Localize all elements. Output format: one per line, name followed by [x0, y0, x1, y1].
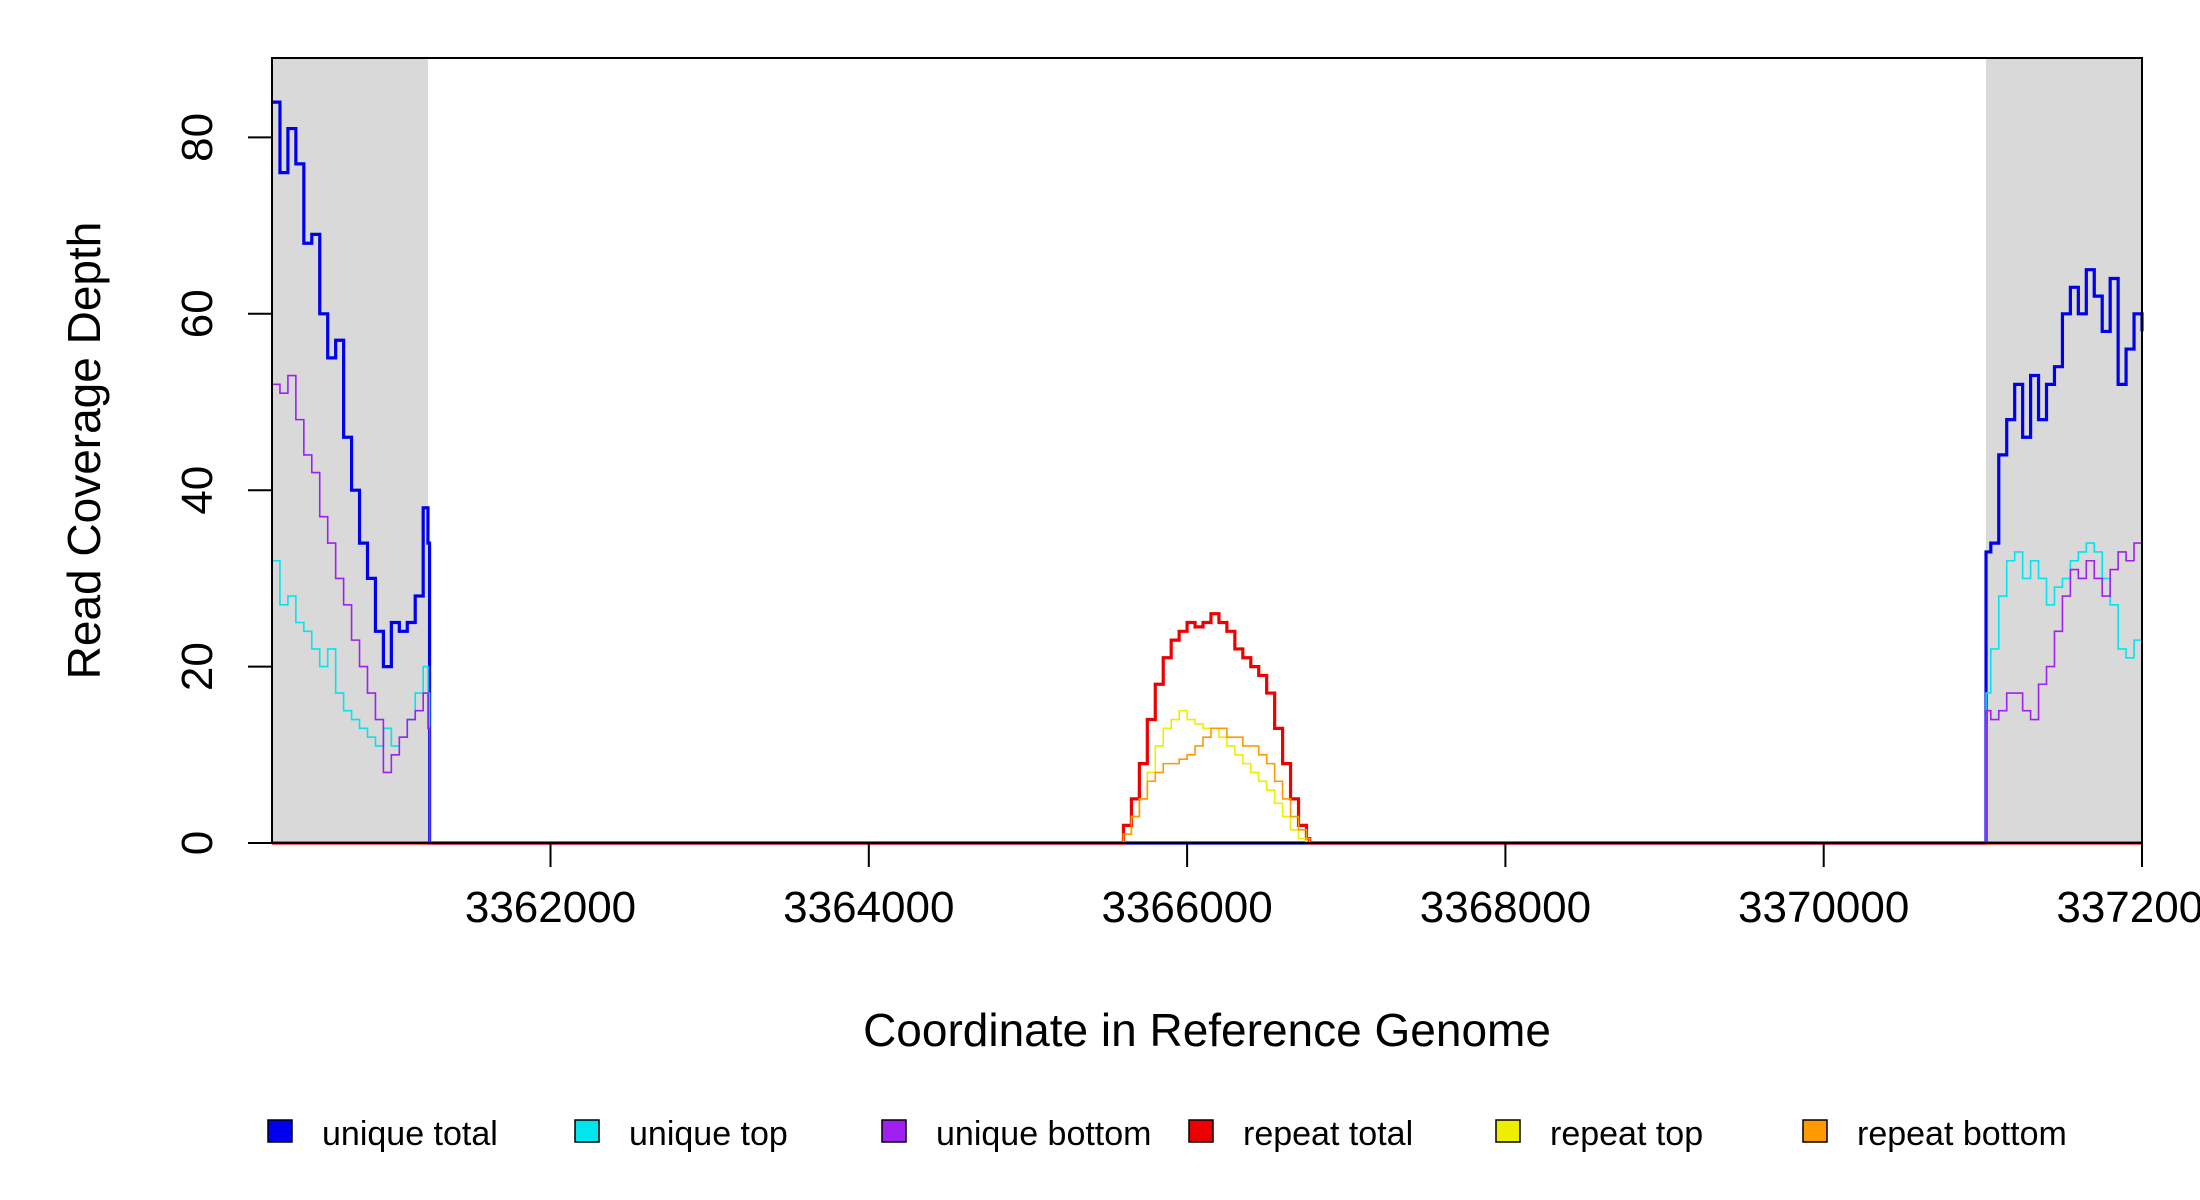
shaded-region: [1986, 58, 2142, 843]
legend-swatch: [574, 1119, 600, 1143]
x-tick-label: 3362000: [465, 883, 636, 932]
legend-label: repeat total: [1243, 1115, 1413, 1153]
legend-label: repeat top: [1550, 1115, 1703, 1153]
series-line-repeat-total: [272, 612, 2142, 845]
legend: unique total unique top unique bottom repea…: [267, 1115, 2067, 1153]
series-line-unique-total: [272, 100, 2144, 845]
legend-swatch: [1802, 1119, 1828, 1143]
y-tick-label: 20: [173, 642, 222, 691]
x-tick-label: 3368000: [1420, 883, 1591, 932]
legend-item: unique top: [574, 1115, 788, 1153]
y-axis-title: Read Coverage Depth: [58, 222, 110, 680]
y-tick-label: 40: [173, 466, 222, 515]
x-tick-label: 3370000: [1738, 883, 1909, 932]
legend-label: unique top: [629, 1115, 788, 1153]
y-tick-label: 0: [173, 831, 222, 855]
shaded-regions: [272, 58, 2142, 843]
legend-item: repeat total: [1188, 1115, 1413, 1153]
legend-item: repeat bottom: [1802, 1115, 2067, 1153]
legend-label: repeat bottom: [1857, 1115, 2067, 1153]
series-line-repeat-bottom: [272, 727, 2142, 844]
series-line-unique-top: [272, 542, 2143, 844]
legend-swatch: [881, 1119, 907, 1143]
x-axis: 3362000 3364000 3366000 3368000 3370000 33720…: [465, 843, 2200, 932]
legend-label: unique total: [322, 1115, 498, 1153]
series-line-repeat-top: [272, 709, 2142, 844]
series-line-unique-bottom: [272, 374, 2143, 844]
legend-label: unique bottom: [936, 1115, 1152, 1153]
legend-swatch: [267, 1119, 293, 1143]
legend-swatch: [1188, 1119, 1214, 1143]
y-tick-label: 60: [173, 289, 222, 338]
plot-frame: [271, 57, 2143, 844]
legend-item: repeat top: [1495, 1115, 1703, 1153]
legend-item: unique total: [267, 1115, 498, 1153]
x-tick-label: 3364000: [783, 883, 954, 932]
y-axis: 0 20 40 60 80: [173, 113, 273, 855]
series-lines: [272, 100, 2144, 845]
legend-swatch: [1495, 1119, 1521, 1143]
y-tick-label: 80: [173, 113, 222, 162]
x-tick-label: 3366000: [1101, 883, 1272, 932]
legend-item: unique bottom: [881, 1115, 1152, 1153]
x-axis-title: Coordinate in Reference Genome: [863, 1004, 1551, 1056]
